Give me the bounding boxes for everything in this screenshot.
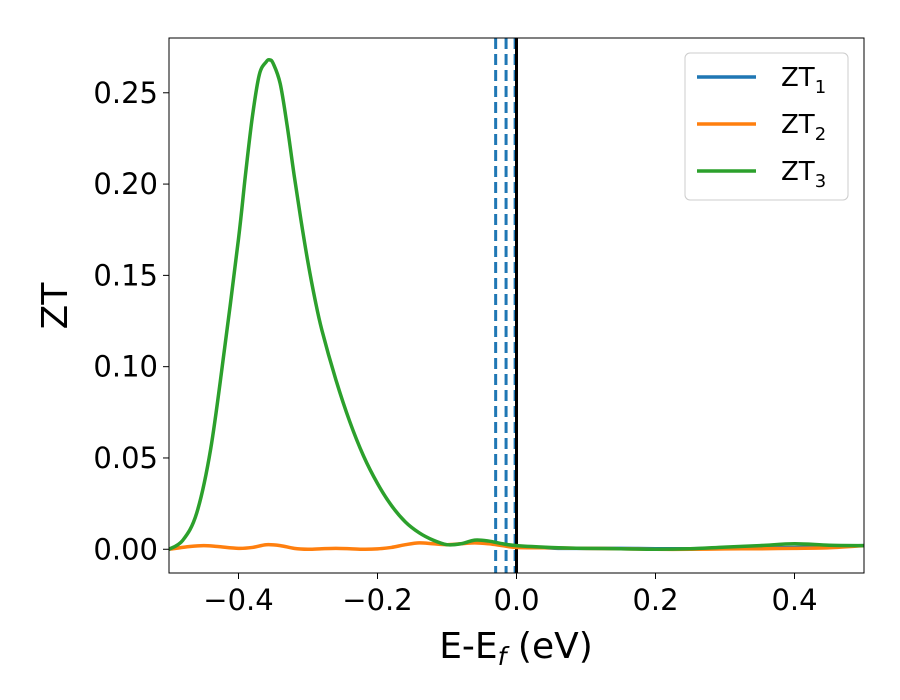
x-axis-title: E-Ef (eV) xyxy=(439,626,593,671)
x-axis-title-unit: (eV) xyxy=(506,626,592,667)
legend-label-zt1: ZT1 xyxy=(781,63,826,98)
legend-label-main: ZT xyxy=(781,63,815,93)
x-axis-title-main: E-E xyxy=(439,626,497,667)
y-axis-title: ZT xyxy=(35,282,76,330)
x-axis-ticks: −0.4 −0.2 0.0 0.2 0.4 xyxy=(203,573,818,617)
y-tick-label: 0.20 xyxy=(93,167,158,201)
legend-box xyxy=(684,52,849,201)
x-tick-label: −0.4 xyxy=(203,583,273,617)
legend-label-zt2: ZT2 xyxy=(781,110,826,145)
series-line-zt3 xyxy=(169,57,864,552)
legend-label-main: ZT xyxy=(781,157,815,187)
x-tick-label: −0.2 xyxy=(342,583,412,617)
y-tick-label: 0.10 xyxy=(93,350,158,384)
fermi-reference-lines xyxy=(494,38,518,573)
y-tick-label: 0.25 xyxy=(93,76,158,110)
legend-label-subscript: 1 xyxy=(815,77,826,98)
legend-label-subscript: 2 xyxy=(815,124,826,145)
legend-label-zt3: ZT3 xyxy=(781,157,826,192)
x-tick-label: 0.2 xyxy=(632,583,678,617)
y-tick-label: 0.00 xyxy=(93,532,158,566)
y-axis-ticks: 0.00 0.05 0.10 0.15 0.20 0.25 xyxy=(93,76,169,566)
x-tick-label: 0.0 xyxy=(493,583,539,617)
x-tick-label: 0.4 xyxy=(771,583,817,617)
series-lines xyxy=(169,57,864,552)
y-tick-label: 0.15 xyxy=(93,258,158,292)
legend-label-main: ZT xyxy=(781,110,815,140)
legend-label-subscript: 3 xyxy=(815,171,826,192)
y-tick-label: 0.05 xyxy=(93,441,158,475)
